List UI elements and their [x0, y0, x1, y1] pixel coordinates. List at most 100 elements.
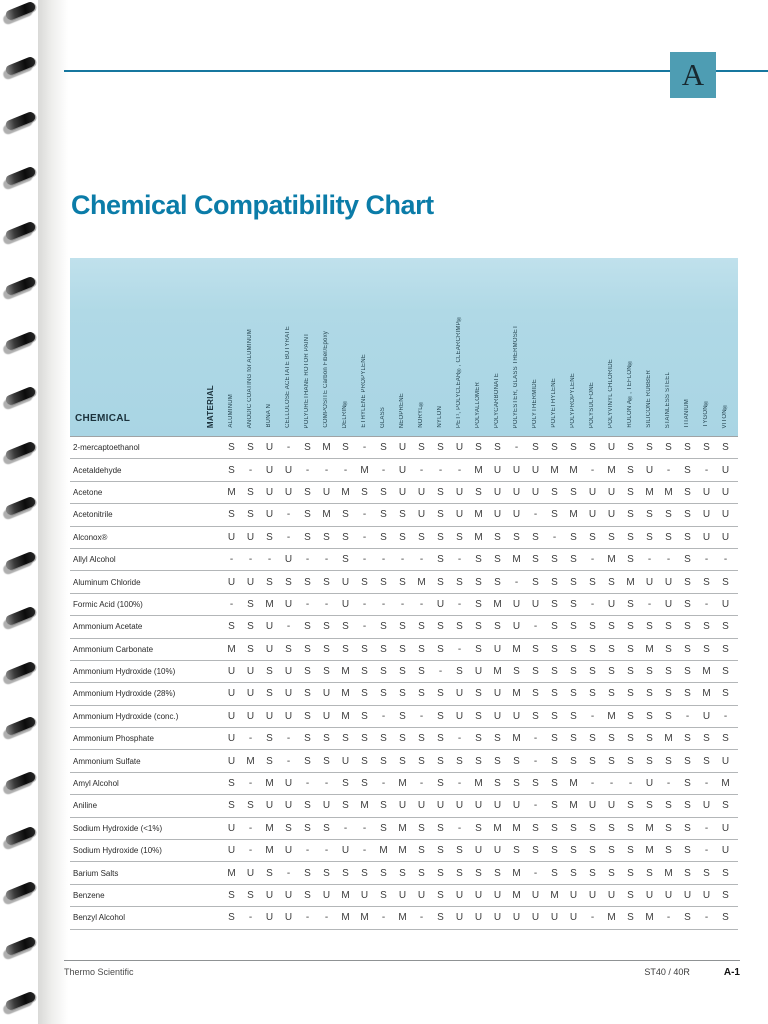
compatibility-cell: U: [284, 710, 293, 722]
compatibility-cell: S: [570, 576, 577, 588]
column-header: POLYVINYL CHLORIDE: [608, 359, 614, 428]
column-header: RULON A®, TEFLON®: [627, 359, 633, 428]
compatibility-cell: S: [342, 554, 349, 566]
compatibility-cell: -: [457, 822, 462, 834]
compatibility-cell: -: [362, 845, 367, 857]
compatibility-cell: S: [380, 666, 387, 678]
compatibility-cell: S: [722, 867, 729, 879]
compatibility-cell: S: [304, 442, 311, 454]
column-header: POLYURETHANE ROTOR PAINT: [304, 332, 310, 428]
compatibility-cell: -: [533, 800, 538, 812]
compatibility-cell: -: [362, 531, 367, 543]
spiral-coil: [4, 220, 37, 242]
compatibility-cell: S: [627, 621, 634, 633]
compatibility-cell: S: [285, 576, 292, 588]
compatibility-cell: -: [286, 755, 291, 767]
footer-model: ST40 / 40R: [644, 967, 690, 977]
compatibility-cell: U: [493, 890, 502, 901]
compatibility-cell: U: [417, 800, 426, 812]
compatibility-cell: S: [380, 643, 387, 655]
compatibility-cell: S: [513, 778, 520, 790]
compatibility-cell: S: [437, 710, 444, 722]
compatibility-cell: U: [417, 890, 426, 901]
compatibility-cell: S: [437, 531, 444, 543]
table-body: 2-mercaptoethanol S S U - S M S - S U S S U S S - S S S S U S S…: [70, 436, 738, 930]
compatibility-cell: S: [266, 867, 273, 879]
compatibility-cell: S: [342, 621, 349, 633]
compatibility-cell: M: [322, 442, 331, 454]
compatibility-cell: S: [627, 800, 634, 812]
compatibility-cell: S: [722, 442, 729, 454]
compatibility-cell: U: [721, 755, 730, 767]
compatibility-cell: S: [399, 867, 406, 879]
chemical-name: Ammonium Acetate: [73, 622, 143, 632]
compatibility-cell: -: [704, 554, 709, 566]
compatibility-cell: -: [533, 755, 538, 767]
column-header: DELRIN®: [342, 398, 348, 428]
chemical-name: Aniline: [73, 801, 98, 811]
compatibility-cell: S: [399, 755, 406, 767]
compatibility-cell: S: [380, 733, 387, 745]
compatibility-cell: -: [362, 442, 367, 454]
table-row: Ammonium Hydroxide (28%) U U S U S U M S S S S S U S U M…: [70, 683, 738, 706]
compatibility-cell: -: [419, 598, 424, 610]
compatibility-cell: U: [455, 442, 464, 454]
compatibility-cell: U: [493, 464, 502, 476]
compatibility-cell: U: [341, 845, 350, 857]
compatibility-cell: S: [532, 442, 539, 454]
compatibility-cell: -: [305, 845, 310, 857]
compatibility-cell: S: [513, 845, 520, 857]
compatibility-cell: U: [322, 800, 331, 812]
compatibility-cell: S: [437, 733, 444, 745]
table-row: Barium Salts M U S - S S S S S S S S S S S M - S S S S S S M S S S: [70, 862, 738, 885]
compatibility-cell: U: [265, 800, 274, 812]
compatibility-cell: S: [665, 822, 672, 834]
compatibility-cell: S: [304, 486, 311, 498]
compatibility-cell: U: [284, 666, 293, 678]
compatibility-cell: S: [627, 598, 634, 610]
compatibility-cell: S: [608, 531, 615, 543]
compatibility-cell: S: [703, 576, 710, 588]
compatibility-cell: S: [342, 733, 349, 745]
compatibility-cell: U: [721, 486, 730, 498]
compatibility-cell: S: [665, 800, 672, 812]
compatibility-cell: M: [493, 822, 502, 834]
compatibility-cell: M: [569, 464, 578, 476]
compatibility-cell: M: [265, 778, 274, 790]
compatibility-cell: S: [475, 486, 482, 498]
compatibility-cell: U: [702, 531, 711, 543]
compatibility-cell: U: [531, 890, 540, 901]
compatibility-cell: S: [304, 643, 311, 655]
compatibility-cell: -: [286, 442, 291, 454]
compatibility-cell: S: [627, 643, 634, 655]
table-row: Aniline S S U U S U S M S U U U U U U U - S M U U S S S S U S: [70, 795, 738, 818]
table-row: Sodium Hydroxide (<1%) U - M S S S - - S M S S - S M M S S…: [70, 818, 738, 841]
compatibility-cell: U: [284, 912, 293, 924]
compatibility-cell: S: [323, 643, 330, 655]
chemical-name: Benzene: [73, 891, 105, 900]
table-row: Acetaldehyde S - U U - - - M - U - - - M U U U M M - M S U - S - U: [70, 459, 738, 482]
compatibility-cell: S: [703, 867, 710, 879]
compatibility-cell: U: [702, 486, 711, 498]
column-header: ANODIC COATING for ALUMINUM: [247, 328, 253, 428]
chemical-name: 2-mercaptoethanol: [73, 443, 140, 453]
compatibility-cell: S: [570, 733, 577, 745]
compatibility-cell: S: [684, 509, 691, 521]
compatibility-cell: U: [702, 710, 711, 722]
compatibility-cell: S: [551, 442, 558, 454]
spiral-coil: [4, 495, 37, 517]
table-row: Benzyl Alcohol S - U U - - M M - M - S U U U U U U U - M S M - S -…: [70, 907, 738, 930]
compatibility-cell: -: [704, 912, 709, 924]
compatibility-cell: U: [398, 442, 407, 454]
compatibility-cell: U: [227, 576, 236, 588]
compatibility-cell: S: [551, 710, 558, 722]
chemical-name: Sodium Hydroxide (<1%): [73, 823, 163, 833]
compatibility-cell: S: [475, 442, 482, 454]
compatibility-cell: S: [399, 621, 406, 633]
compatibility-cell: U: [493, 912, 502, 924]
compatibility-cell: U: [246, 531, 255, 543]
compatibility-cell: S: [551, 666, 558, 678]
compatibility-cell: U: [588, 800, 597, 812]
compatibility-cell: U: [607, 800, 616, 812]
compatibility-cell: -: [438, 666, 443, 678]
